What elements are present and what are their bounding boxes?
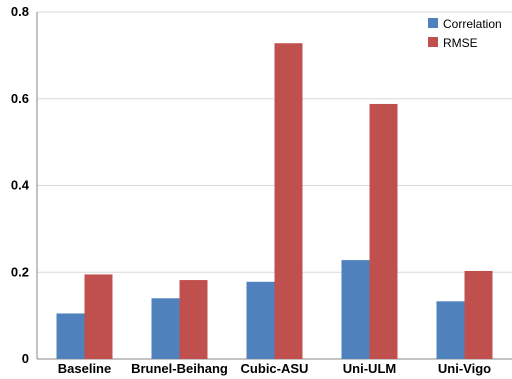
y-tick-label: 0.2: [11, 264, 29, 279]
legend: Correlation RMSE: [428, 17, 502, 50]
x-tick-label: Uni-ULM: [343, 361, 396, 376]
x-tick-label: Cubic-ASU: [241, 361, 309, 376]
bar-correlation-brunel-beihang: [151, 298, 180, 359]
legend-swatch-correlation: [428, 18, 438, 28]
y-tick-label: 0: [22, 351, 29, 366]
y-tick-label: 0.6: [11, 91, 29, 106]
legend-label-correlation: Correlation: [443, 17, 502, 31]
y-tick-label: 0.4: [11, 178, 30, 193]
legend-swatch-rmse: [428, 37, 438, 47]
legend-label-rmse: RMSE: [443, 36, 478, 50]
bar-rmse-baseline: [84, 274, 113, 359]
bar-correlation-cubic-asu: [246, 281, 275, 359]
bar-correlation-uni-vigo: [436, 301, 465, 359]
bar-rmse-uni-ulm: [369, 103, 398, 359]
bar-rmse-cubic-asu: [274, 43, 303, 359]
x-tick-label: Brunel-Beihang: [131, 361, 228, 376]
x-tick-label: Uni-Vigo: [438, 361, 491, 376]
bar-correlation-baseline: [56, 313, 85, 359]
y-tick-labels: 0 0.2 0.4 0.6 0.8: [11, 4, 30, 366]
category-labels: Baseline Brunel-Beihang Cubic-ASU Uni-ULM Un…: [58, 361, 491, 376]
y-tick-label: 0.8: [11, 4, 29, 19]
bar-correlation-uni-ulm: [341, 260, 370, 359]
bar-rmse-uni-vigo: [464, 270, 493, 359]
bars: [56, 43, 493, 359]
x-tick-label: Baseline: [58, 361, 111, 376]
bar-rmse-brunel-beihang: [179, 280, 208, 359]
